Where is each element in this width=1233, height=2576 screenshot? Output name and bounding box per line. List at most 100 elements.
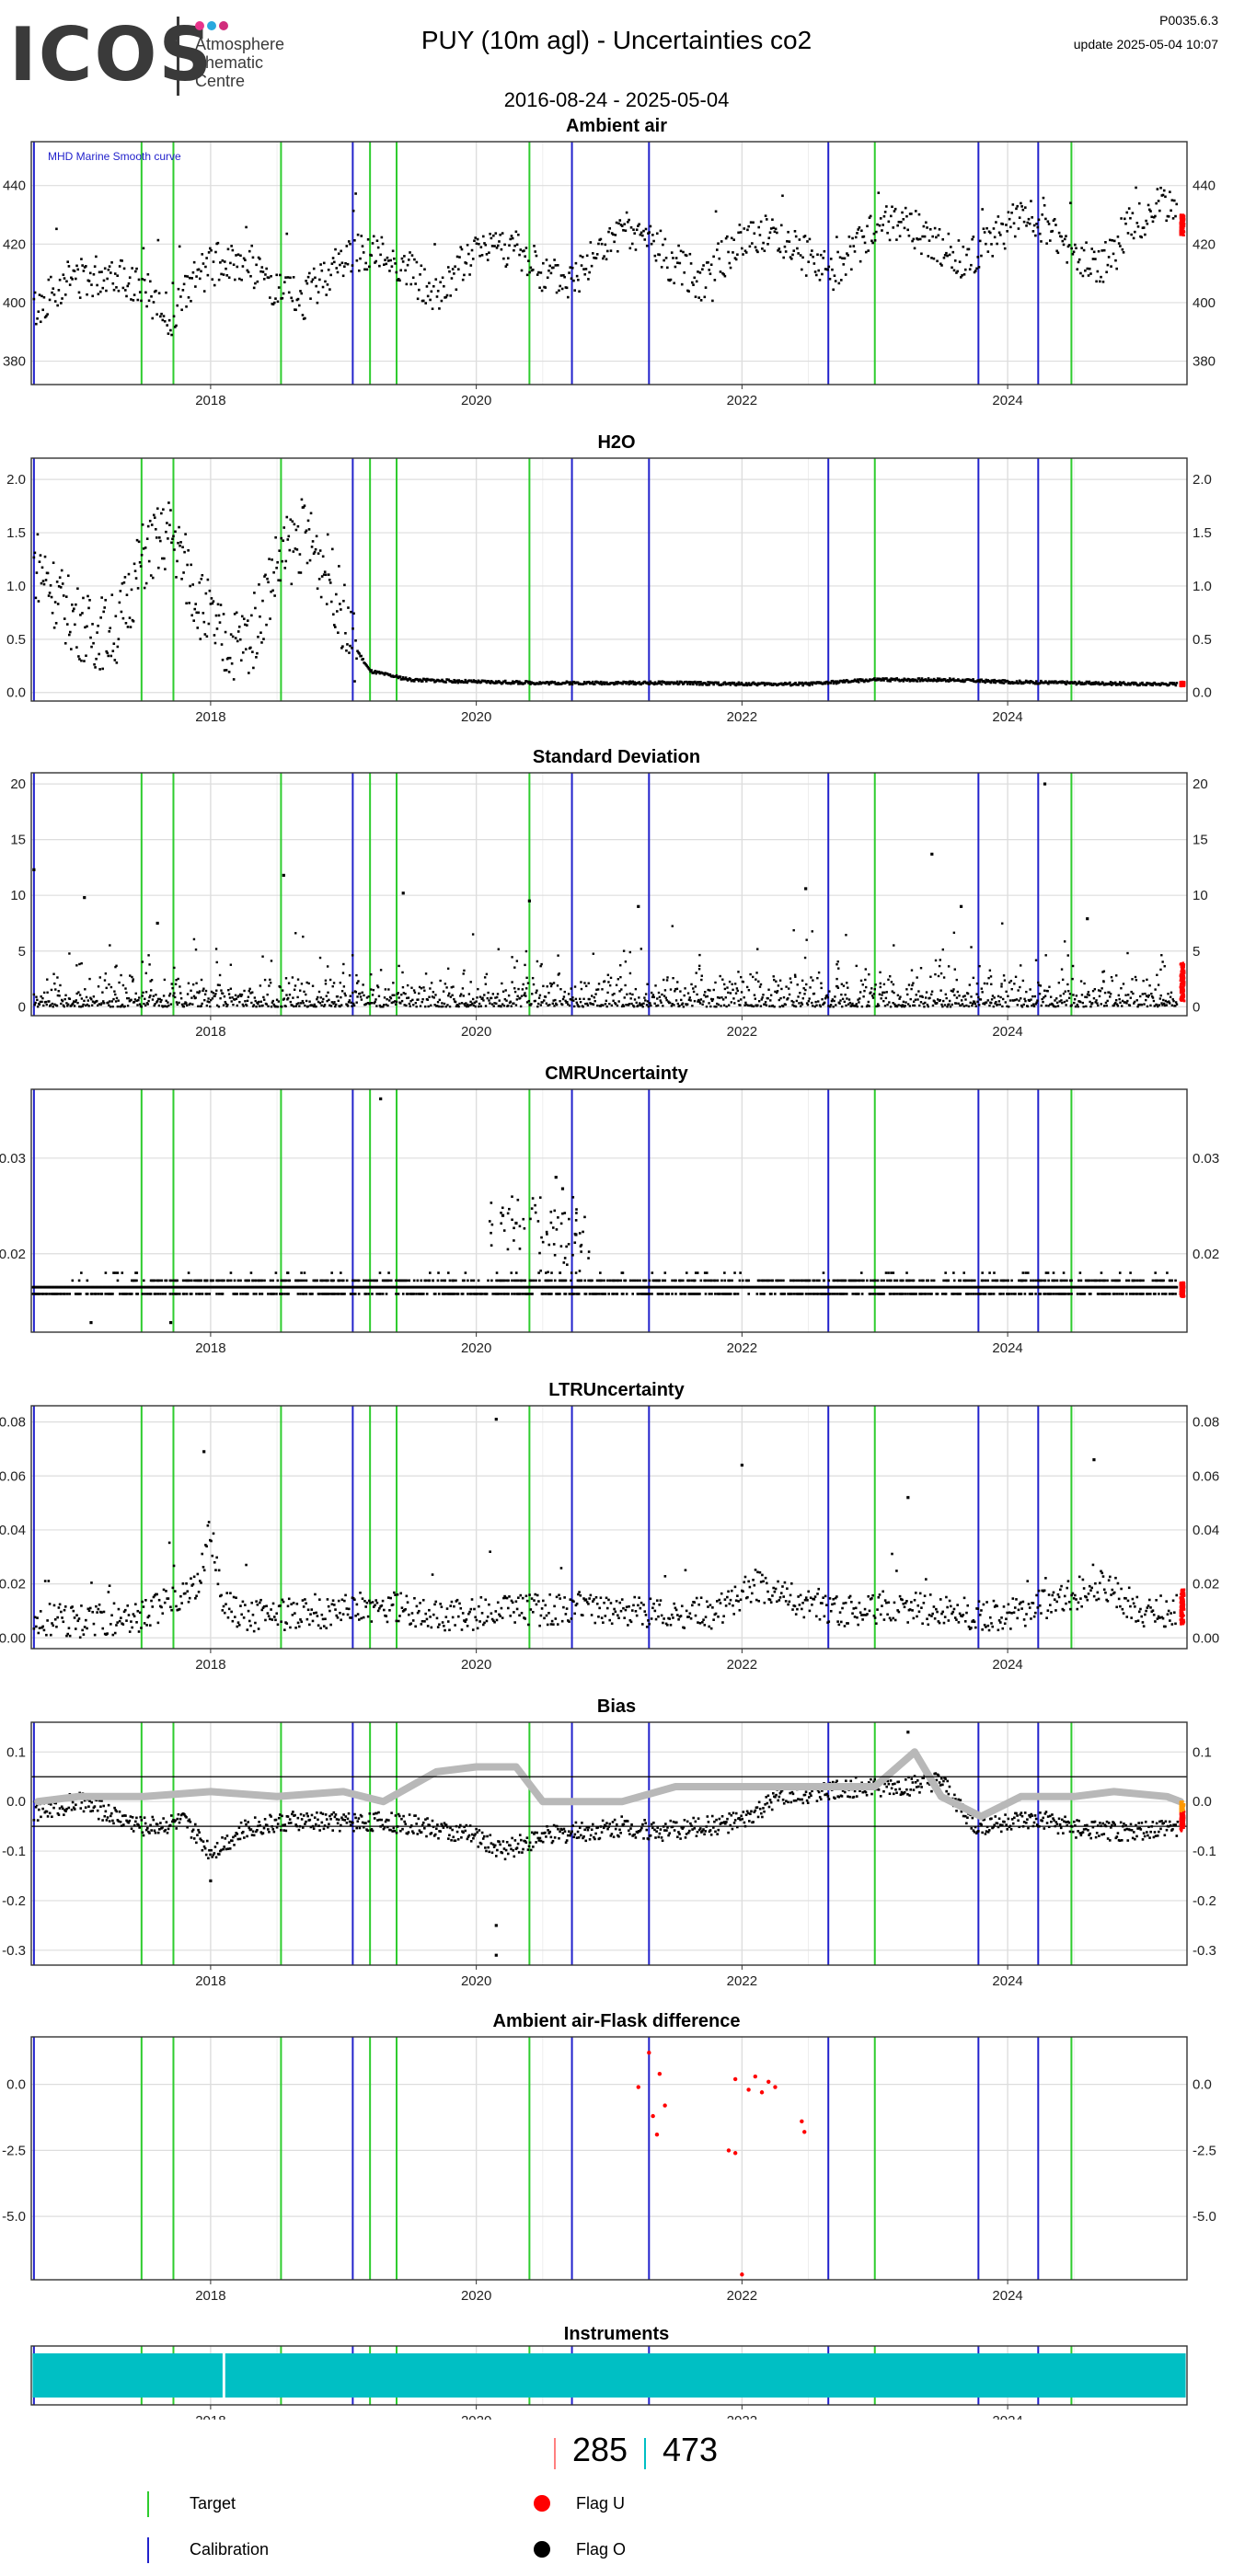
- data-point: [525, 1001, 529, 1004]
- data-point: [887, 220, 891, 224]
- data-point: [356, 995, 359, 998]
- data-point: [743, 996, 745, 999]
- data-point: [274, 535, 277, 539]
- x-tick-label: 2018: [195, 709, 225, 725]
- data-point: [997, 679, 1001, 683]
- data-point: [912, 237, 916, 241]
- data-point: [1146, 978, 1148, 982]
- data-point: [300, 983, 304, 985]
- data-point: [1087, 682, 1090, 684]
- data-point: [551, 1002, 554, 1005]
- data-point: [306, 1005, 310, 1008]
- data-point: [885, 677, 888, 680]
- data-point: [672, 682, 675, 685]
- data-point: [124, 987, 127, 990]
- data-point: [765, 1004, 768, 1006]
- data-point: [191, 983, 195, 986]
- data-point: [390, 265, 394, 268]
- data-point: [383, 996, 386, 999]
- data-point: [697, 964, 701, 968]
- data-point: [707, 260, 709, 264]
- data-point: [620, 1005, 624, 1008]
- data-point: [971, 1004, 974, 1007]
- data-point: [547, 991, 550, 995]
- data-point: [1039, 984, 1043, 987]
- data-point: [1020, 997, 1022, 1000]
- data-point: [194, 996, 197, 999]
- data-point: [359, 995, 363, 998]
- data-point: [446, 266, 450, 269]
- data-point: [1126, 683, 1129, 686]
- data-point: [202, 290, 206, 293]
- y-tick-label-right: 1.5: [1193, 525, 1212, 541]
- data-point: [539, 271, 543, 274]
- data-point: [1112, 239, 1116, 243]
- data-point: [1031, 1003, 1035, 1006]
- data-point: [40, 566, 44, 569]
- data-point: [515, 960, 519, 962]
- data-point: [706, 995, 709, 998]
- data-point: [692, 283, 695, 286]
- data-point: [116, 645, 120, 649]
- data-point: [449, 294, 452, 297]
- data-point: [66, 260, 70, 263]
- data-point: [989, 681, 993, 684]
- data-point: [515, 243, 519, 247]
- data-point: [528, 680, 531, 684]
- data-point: [905, 214, 908, 218]
- data-point: [280, 536, 283, 540]
- data-point: [991, 995, 995, 997]
- data-point: [525, 273, 529, 277]
- data-point: [364, 1002, 368, 1006]
- data-point: [788, 993, 791, 996]
- data-point: [262, 995, 265, 999]
- data-point: [321, 1279, 325, 1282]
- data-point: [583, 982, 586, 984]
- data-point: [801, 997, 804, 1000]
- data-point: [468, 273, 471, 276]
- data-point: [342, 599, 345, 603]
- data-point: [752, 681, 755, 684]
- plot-area: [31, 1089, 1187, 1332]
- data-point: [204, 265, 207, 269]
- data-point: [766, 997, 769, 1000]
- data-point: [356, 650, 359, 652]
- data-point: [163, 319, 167, 323]
- data-point: [73, 1005, 76, 1007]
- data-point: [400, 993, 403, 996]
- data-point: [526, 680, 529, 684]
- data-point: [686, 680, 688, 684]
- data-point: [231, 635, 235, 638]
- data-point: [114, 965, 117, 969]
- data-point: [121, 1003, 124, 1006]
- data-point: [343, 583, 346, 587]
- data-point: [214, 250, 217, 254]
- data-point: [744, 682, 748, 684]
- x-tick-label: 2022: [727, 709, 757, 725]
- data-point: [975, 993, 978, 995]
- data-point: [639, 233, 642, 236]
- data-point: [489, 682, 492, 684]
- data-point: [78, 658, 81, 661]
- data-point: [1049, 239, 1052, 242]
- data-point: [412, 680, 416, 683]
- data-point: [671, 1003, 674, 1006]
- data-point: [534, 999, 536, 1003]
- data-point: [296, 995, 299, 999]
- data-point: [743, 227, 746, 230]
- data-point: [189, 584, 191, 588]
- data-point: [320, 1004, 323, 1006]
- data-point: [881, 678, 883, 682]
- data-point: [1106, 999, 1109, 1003]
- data-point: [232, 678, 236, 681]
- data-point: [513, 248, 515, 252]
- outlier-point: [401, 891, 405, 895]
- data-point: [351, 627, 354, 630]
- data-point: [46, 978, 49, 981]
- y-tick-label-right: 1.0: [1193, 579, 1212, 594]
- data-point: [87, 606, 90, 610]
- data-point: [905, 1001, 907, 1004]
- data-point: [468, 1004, 471, 1006]
- data-point: [1124, 1001, 1126, 1004]
- data-point: [375, 239, 379, 242]
